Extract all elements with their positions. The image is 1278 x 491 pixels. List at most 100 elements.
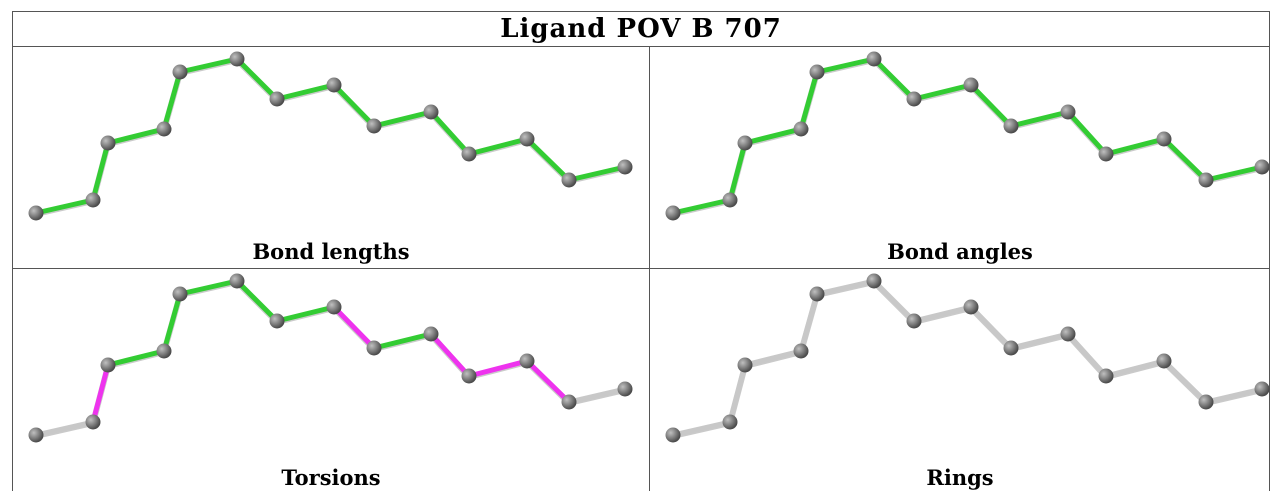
bond-1 (90, 140, 111, 203)
panel-bond-lengths: Bond lengths (13, 47, 649, 268)
atom-10 (461, 146, 477, 162)
bond-12 (566, 164, 628, 183)
atom-10 (1098, 146, 1114, 162)
atom-2 (737, 357, 753, 373)
bond-0 (670, 197, 733, 216)
bond-12 (1203, 386, 1265, 405)
atom-10 (461, 368, 477, 384)
atom-2 (737, 135, 753, 151)
atom-2 (100, 135, 116, 151)
bond-3 (798, 69, 820, 132)
bond-12 (1203, 164, 1265, 183)
panel-rings: Rings (650, 269, 1270, 491)
atom-5 (229, 273, 245, 289)
bond-12 (566, 386, 628, 405)
molecule-torsions (28, 273, 633, 443)
bond-4 (177, 56, 240, 75)
figure-title: Ligand POV B 707 (500, 14, 782, 44)
atom-9 (1060, 326, 1076, 342)
bond-2 (742, 126, 804, 146)
bond-5 (234, 278, 280, 324)
panel-label-bond-lengths: Bond lengths (252, 239, 410, 264)
bond-7 (968, 304, 1014, 351)
bond-10 (1103, 136, 1167, 157)
bond-2 (105, 126, 167, 146)
bond-0 (670, 419, 733, 438)
atom-4 (809, 286, 825, 302)
panel-label-rings: Rings (926, 465, 994, 490)
divider-middle (12, 268, 1270, 269)
bond-11 (1161, 358, 1209, 405)
bond-10 (466, 136, 530, 157)
atom-1 (722, 414, 738, 430)
atom-12 (1198, 394, 1214, 410)
atom-8 (1003, 118, 1019, 134)
bond-1 (90, 362, 111, 425)
atom-4 (172, 64, 188, 80)
atom-6 (906, 313, 922, 329)
bond-7 (331, 304, 377, 351)
bond-1 (727, 362, 748, 425)
bond-7 (331, 82, 377, 129)
atom-1 (85, 192, 101, 208)
atom-11 (519, 131, 535, 147)
bond-9 (1065, 331, 1109, 379)
atom-2 (100, 357, 116, 373)
bond-5 (871, 278, 917, 324)
atom-12 (561, 172, 577, 188)
bond-0 (33, 419, 96, 438)
atom-0 (28, 205, 44, 221)
bond-10 (466, 358, 530, 379)
bond-8 (371, 109, 434, 129)
atom-13 (1254, 381, 1270, 397)
bond-11 (524, 136, 572, 183)
bond-3 (161, 291, 183, 354)
atom-13 (1254, 159, 1270, 175)
bond-11 (524, 358, 572, 405)
bond-10 (1103, 358, 1167, 379)
divider-title (12, 46, 1270, 47)
bond-8 (371, 331, 434, 351)
atom-7 (326, 77, 342, 93)
atom-12 (1198, 172, 1214, 188)
molecule-bond-lengths (28, 51, 633, 221)
figure-frame (12, 11, 1270, 491)
atom-9 (423, 104, 439, 120)
panel-torsions: Torsions (13, 269, 649, 491)
bond-9 (428, 331, 472, 379)
atom-5 (866, 273, 882, 289)
atom-7 (963, 77, 979, 93)
atom-10 (1098, 368, 1114, 384)
atom-11 (1156, 131, 1172, 147)
atom-3 (793, 343, 809, 359)
atom-8 (1003, 340, 1019, 356)
bond-5 (871, 56, 917, 102)
bond-7 (968, 82, 1014, 129)
atom-4 (172, 286, 188, 302)
bond-6 (911, 304, 974, 324)
atom-1 (85, 414, 101, 430)
divider-vertical (649, 46, 650, 491)
bond-6 (911, 82, 974, 102)
bond-0 (33, 197, 96, 216)
atom-11 (1156, 353, 1172, 369)
atom-7 (326, 299, 342, 315)
bond-4 (177, 278, 240, 297)
bond-2 (742, 348, 804, 368)
bond-8 (1008, 331, 1071, 351)
bond-4 (814, 278, 877, 297)
panel-label-bond-angles: Bond angles (887, 239, 1033, 264)
atom-3 (793, 121, 809, 137)
bond-6 (274, 304, 337, 324)
atom-1 (722, 192, 738, 208)
panel-bond-angles: Bond angles (650, 47, 1270, 268)
atom-0 (28, 427, 44, 443)
bond-6 (274, 82, 337, 102)
atom-9 (1060, 104, 1076, 120)
bond-1 (727, 140, 748, 203)
atom-9 (423, 326, 439, 342)
atom-8 (366, 340, 382, 356)
atom-7 (963, 299, 979, 315)
atom-11 (519, 353, 535, 369)
bond-2 (105, 348, 167, 368)
